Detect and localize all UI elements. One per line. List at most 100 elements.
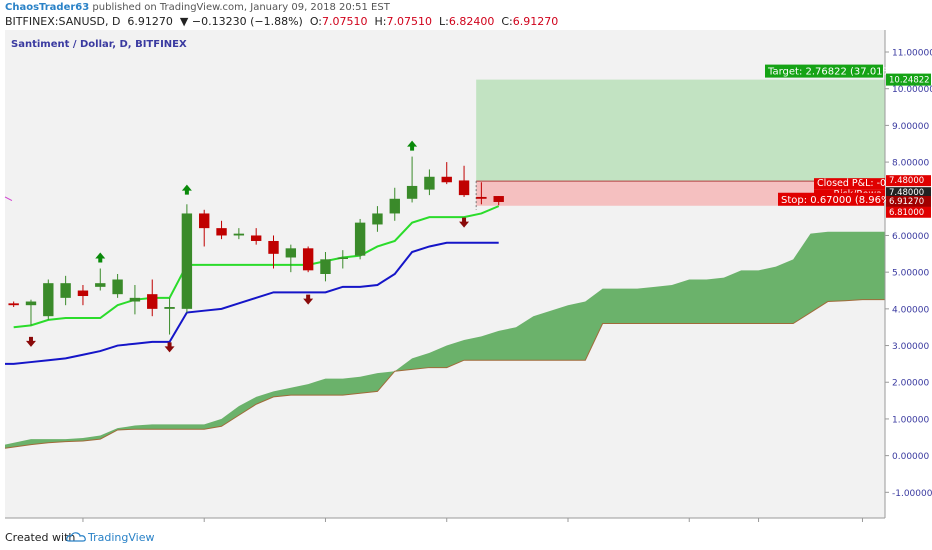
tradingview-brand[interactable]: TradingView [88,531,155,544]
stop-label[interactable]: Stop: 0.67000 (8.96%) [778,192,894,206]
candle-body[interactable] [216,228,227,236]
closed-pl-label-bg [814,178,885,190]
y-tick-label: 2.00000 [892,379,929,389]
y-tick-label: 3.00000 [892,342,929,352]
candle-body[interactable] [285,248,297,258]
candle-body[interactable] [406,185,418,199]
price-axis[interactable] [885,30,932,524]
candle-body[interactable] [372,213,383,225]
symbol-line: BITFINEX:SANUSD, D 6.91270 ▼ −0.13230 (−… [5,15,558,28]
y-tick-label: 6.00000 [892,232,929,242]
ichimoku-cloud [5,231,885,449]
y-tick-label: 10.00000 [892,85,932,95]
buy-arrow-icon [95,252,106,263]
candle-body[interactable] [389,198,400,214]
buy-arrow-icon [181,184,192,195]
last-price-tag-bg [886,195,931,207]
closed-pl-label-text: Closed P&L: -0 [817,178,886,189]
footer: Created with TradingView [0,524,932,550]
candle-body[interactable] [424,176,435,190]
candle-body[interactable] [250,235,262,241]
buy-arrow-icon [407,140,418,151]
y-tick-label: 11.00000 [892,49,932,59]
candle-body[interactable] [77,290,89,297]
target-price-tag[interactable]: 10.24822 [886,73,931,86]
entry-price-tag-text: 7.48000 [889,176,924,186]
candle-body[interactable] [147,294,158,309]
crosshair-price-tag-text: 7.48000 [889,188,924,198]
candle-body[interactable] [493,196,504,202]
y-tick-label: 1.00000 [892,415,929,425]
price-change: ▼ −0.13230 (−1.88%) [179,15,303,28]
high-label: H: [374,15,387,28]
trend-line [13,205,500,329]
last-price: 6.91270 [127,15,173,28]
candle-body[interactable] [476,196,487,199]
candle-body[interactable] [95,283,106,287]
candle-body[interactable] [441,176,452,183]
candle-body[interactable] [199,213,210,229]
y-tick-label: 0.00000 [892,452,929,462]
stop-label-text: Stop: 0.67000 (8.96%) [781,195,894,206]
y-tick-label: 9.00000 [892,122,929,132]
sell-arrow-icon [164,342,175,353]
last-price-tag[interactable]: 6.91270 [886,195,931,207]
target-label-text: Target: 2.76822 (37.01%) [767,67,896,78]
candle-body[interactable] [129,297,141,302]
chart-title: Santiment / Dollar, D, BITFINEX [11,39,187,50]
symbol: BITFINEX:SANUSD, D [5,15,121,28]
stop-price-tag[interactable]: 6.81000 [886,206,931,218]
magenta-line-fragment [4,196,13,202]
candle-body[interactable] [302,248,314,271]
close-value: 6.91270 [512,15,559,28]
candle-body[interactable] [112,279,123,295]
y-tick-label: 5.00000 [892,269,929,279]
candle-body[interactable] [60,283,71,298]
candle-body[interactable] [458,180,470,196]
stop-price-tag-text: 6.81000 [889,208,924,218]
kijun-line [5,241,499,365]
close-label: C: [501,15,513,28]
author-link[interactable]: ChaosTrader63 [5,2,90,13]
entry-price-tag-bg [886,175,931,187]
candle-body[interactable] [337,257,348,259]
candle-body[interactable] [164,307,175,309]
target-label[interactable]: Target: 2.76822 (37.01%) [765,64,896,78]
chart-canvas[interactable]: 11.0000010.000009.000008.000007.000006.0… [0,30,932,524]
publish-line: ChaosTrader63 published on TradingView.c… [5,2,390,13]
sell-arrow-icon [459,217,470,228]
chart-header: ChaosTrader63 published on TradingView.c… [0,0,932,30]
stop-price-tag-bg [886,206,931,218]
entry-price-tag[interactable]: 7.48000 [886,175,931,187]
candle-body[interactable] [181,213,193,309]
sell-arrow-icon [303,294,314,305]
cloud-lower-edge [4,299,885,449]
candle-body[interactable] [354,222,366,256]
candle-body[interactable] [320,259,331,274]
created-with-text: Created with [5,531,76,544]
crosshair-price-tag-bg [886,187,931,199]
open-value: 7.07510 [322,15,368,28]
target-price-tag-text: 10.24822 [889,76,930,86]
target-label-bg [765,64,883,78]
y-tick-label: 4.00000 [892,305,929,315]
low-value: 6.82400 [448,15,495,28]
tradingview-cloud-icon [66,532,86,542]
target-price-tag-bg [886,73,931,86]
publish-info: published on TradingView.com, January 09… [92,2,390,13]
y-tick-label: 8.00000 [892,159,929,169]
candle-body[interactable] [43,283,54,317]
closed-pl-label[interactable]: Closed P&L: -0 [814,178,886,190]
candle-body[interactable] [233,233,245,236]
candle-body[interactable] [8,303,19,306]
target-zone[interactable] [476,79,885,182]
high-value: 7.07510 [386,15,432,28]
candle-body[interactable] [25,301,37,306]
y-tick-label: -1.00000 [892,489,932,499]
crosshair-price-tag[interactable]: 7.48000 [886,187,931,199]
last-price-tag-text: 6.91270 [889,197,924,207]
candle-body[interactable] [268,240,279,254]
open-label: O: [309,15,322,28]
stop-label-bg [778,192,884,206]
low-label: L: [438,15,449,28]
